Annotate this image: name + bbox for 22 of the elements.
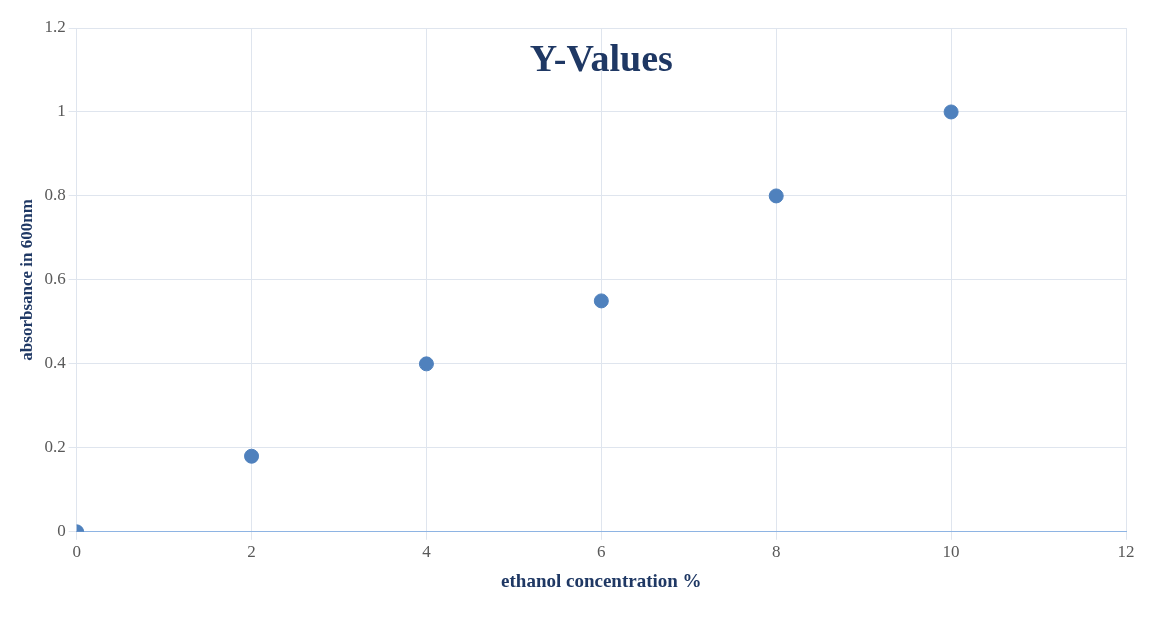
y-tick-label: 0.8 <box>44 185 66 205</box>
x-tick-label: 6 <box>597 542 606 562</box>
x-tick-label: 4 <box>422 542 432 562</box>
point <box>593 293 609 309</box>
y-tick-label: 1 <box>57 101 66 121</box>
x-axis-title: ethanol concentration % <box>501 569 702 591</box>
y-tick-label: 1.2 <box>44 17 66 37</box>
x-tick-label: 2 <box>247 542 256 562</box>
x-tick-label: 12 <box>1117 542 1135 562</box>
point <box>244 448 260 464</box>
y-tick-label: 0.6 <box>44 269 66 289</box>
y-axis-title: absorbsance in 600nm <box>16 199 36 361</box>
chart-title: Y-Values <box>529 36 673 79</box>
y-tick-label: 0 <box>57 521 66 541</box>
point <box>768 188 784 204</box>
y-tick-label: 0.2 <box>44 437 66 457</box>
point <box>418 356 434 372</box>
x-tick-label: 0 <box>72 542 81 562</box>
point <box>943 104 959 120</box>
y-tick-label: 0.4 <box>44 353 67 373</box>
x-tick-label: 10 <box>942 542 960 562</box>
x-tick-label: 8 <box>771 542 781 562</box>
